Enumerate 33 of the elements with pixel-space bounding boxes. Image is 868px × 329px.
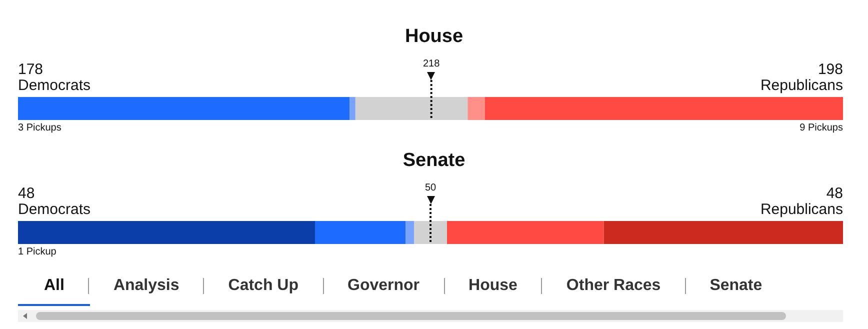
text: Republicans — [760, 201, 843, 218]
text: 1 Pickup — [18, 246, 57, 258]
text: Republicans — [760, 77, 843, 94]
category-label: All — [43, 276, 66, 296]
text: 198 — [818, 61, 843, 78]
text: Democrats — [18, 77, 91, 94]
category-label: Other Races — [565, 276, 662, 296]
bar — [468, 97, 485, 120]
chart-title: House — [404, 26, 464, 47]
bar — [350, 97, 356, 120]
bar — [18, 97, 350, 120]
category-label: Catch Up — [227, 276, 300, 296]
text: 48 — [826, 185, 843, 202]
text: 50 — [424, 182, 436, 194]
text: 218 — [422, 58, 440, 70]
text: 178 — [18, 61, 44, 78]
bar — [414, 221, 447, 244]
bar — [355, 97, 468, 120]
text: Democrats — [18, 201, 91, 218]
text: 9 Pickups — [800, 122, 843, 134]
bar — [406, 221, 414, 244]
bar — [18, 221, 315, 244]
bar — [447, 221, 604, 244]
category-label: Governor — [346, 276, 421, 296]
chart-title: Senate — [402, 150, 466, 171]
text: 48 — [18, 185, 35, 202]
bar — [604, 221, 843, 244]
bar — [484, 97, 843, 120]
category-label: Analysis — [112, 276, 180, 296]
text: 3 Pickups — [18, 122, 62, 134]
category-label: Senate — [708, 276, 764, 296]
bar — [315, 221, 406, 244]
category-label: House — [468, 276, 518, 296]
